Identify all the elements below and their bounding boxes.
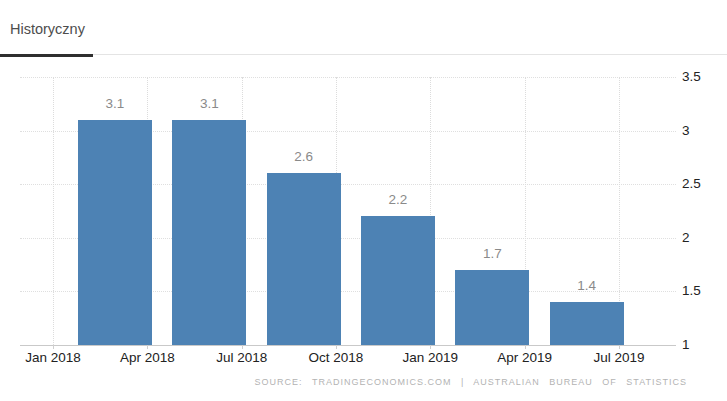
y-axis-tick-label: 1.5	[682, 283, 701, 299]
tab-bar: Historyczny	[0, 0, 727, 55]
chart-source-text: SOURCE: TRADINGECONOMICS.COM | AUSTRALIA…	[255, 377, 687, 387]
bar[interactable]	[550, 302, 624, 345]
bar[interactable]	[172, 120, 246, 345]
x-axis-tick-label: Jan 2018	[6, 349, 100, 367]
historical-chart-panel: Historyczny 1 1.5 2 2.5 3 3.5 Jan 2018Apr 2018…	[0, 0, 727, 401]
bar[interactable]	[267, 173, 341, 345]
bar-chart: 1 1.5 2 2.5 3 3.5 Jan 2018Apr 2018Jul 2018Oct …	[0, 55, 727, 401]
bar-value-label: 3.1	[172, 95, 246, 112]
bar[interactable]	[361, 216, 435, 345]
x-axis-tick-label: Jul 2018	[195, 349, 289, 367]
vertical-gridline	[53, 77, 54, 345]
bar-value-label: 2.6	[267, 148, 341, 165]
horizontal-gridline	[20, 77, 676, 78]
y-axis-tick-label: 3.5	[682, 69, 701, 85]
tab-historical[interactable]: Historyczny	[0, 0, 93, 57]
bar-value-label: 2.2	[361, 191, 435, 208]
bar[interactable]	[455, 270, 529, 345]
x-axis-tick-label: Jan 2019	[383, 349, 477, 367]
tab-historical-label: Historyczny	[10, 21, 85, 37]
bar-value-label: 3.1	[78, 95, 152, 112]
y-axis-tick-label: 1	[682, 337, 690, 353]
y-axis-tick-label: 2	[682, 230, 690, 246]
y-axis-tick-label: 3	[682, 123, 690, 139]
bar[interactable]	[78, 120, 152, 345]
x-axis-tick-label: Apr 2019	[478, 349, 572, 367]
y-axis-tick-label: 2.5	[682, 176, 701, 192]
bar-value-label: 1.4	[550, 277, 624, 294]
x-axis-tick-label: Apr 2018	[100, 349, 194, 367]
bar-value-label: 1.7	[455, 245, 529, 262]
x-axis-tick-label: Oct 2018	[289, 349, 383, 367]
x-axis-tick-label: Jul 2019	[572, 349, 666, 367]
x-axis-line	[20, 345, 676, 346]
